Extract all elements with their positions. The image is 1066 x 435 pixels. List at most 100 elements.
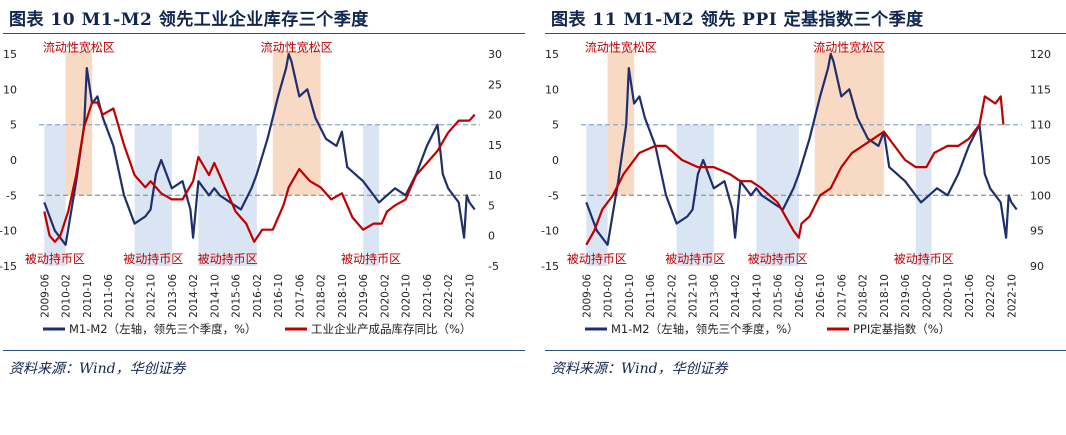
x-tick-label: 2010-02 — [603, 274, 615, 318]
contraction-zone — [44, 124, 66, 267]
x-tick-label: 2012-10 — [146, 274, 158, 318]
x-tick-label: 2011-06 — [103, 274, 115, 318]
y-left-tick-label: 0 — [552, 154, 559, 167]
chart-panel-left: 图表 10 M1-M2 领先工业企业库存三个季度 15 10 5 0 -5 -10 -15 3… — [0, 0, 525, 400]
x-tick-label: 2019-06 — [358, 274, 370, 318]
y-left-tick-label: 10 — [545, 83, 559, 96]
expansion-zone — [814, 50, 884, 196]
x-tick-label: 2020-02 — [921, 274, 933, 318]
zone-label-expansion: 流动性宽松区 — [813, 40, 885, 55]
y-right-tick-label: 110 — [1030, 119, 1051, 132]
y-right-tick-label: 100 — [1030, 189, 1051, 202]
x-tick-label: 2014-02 — [730, 274, 742, 318]
zone-label-contraction: 被动持币区 — [25, 251, 85, 266]
y-right-tick-label: 5 — [488, 199, 495, 212]
chart-panel-right: 图表 11 M1-M2 领先 PPI 定基指数三个季度 15 10 5 0 -5 -10-… — [541, 0, 1066, 400]
x-tick-label: 2013-06 — [167, 274, 179, 318]
x-tick-label: 2014-10 — [209, 274, 221, 318]
zone-label-contraction: 被动持币区 — [567, 251, 627, 266]
bottom-rule — [545, 350, 1066, 351]
x-tick-label: 2018-10 — [879, 274, 891, 318]
y-left-tick-label: 5 — [10, 119, 17, 132]
zone-label-contraction: 被动持币区 — [341, 251, 401, 266]
y-right-tick-label: 0 — [488, 230, 495, 243]
y-right-tick-label: 105 — [1030, 154, 1051, 167]
x-tick-label: 2018-02 — [316, 274, 328, 318]
x-tick-label: 2022-02 — [443, 274, 455, 318]
x-tick-label: 2020-10 — [401, 274, 413, 318]
x-tick-label: 2019-06 — [900, 274, 912, 318]
x-tick-label: 2016-02 — [794, 274, 806, 318]
x-tick-label: 2022-10 — [464, 274, 476, 318]
y-left-tick-label: 10 — [3, 83, 17, 96]
x-tick-label: 2011-06 — [645, 274, 657, 318]
source-note: 资料来源：Wind，华创证券 — [9, 361, 186, 377]
y-right-tick-label: 30 — [488, 48, 502, 61]
x-tick-label: 2017-06 — [294, 274, 306, 318]
x-tick-label: 2012-02 — [666, 274, 678, 318]
x-tick-label: 2022-10 — [1006, 274, 1018, 318]
chart-svg: 15 10 5 0 -5 -10 -15 30 25 20 15 10 5 0 -5 2009-06 2010-… — [0, 40, 502, 336]
zone-label-expansion: 流动性宽松区 — [43, 40, 115, 55]
legend-label-m1m2: M1-M2（左轴，领先三个季度，%） — [611, 322, 799, 336]
series-line-secondary — [585, 95, 1005, 246]
y-right-tick-label: 115 — [1030, 83, 1051, 96]
zone-label-contraction: 被动持币区 — [123, 251, 183, 266]
series-line-m1m2 — [43, 52, 476, 246]
zone-label-expansion: 流动性宽松区 — [585, 40, 657, 55]
y-left-tick-label: 5 — [552, 119, 559, 132]
x-tick-label: 2016-02 — [252, 274, 264, 318]
x-tick-label: 2018-02 — [858, 274, 870, 318]
y-left-tick-label: -15 — [0, 260, 17, 273]
series-line-secondary — [43, 101, 476, 243]
y-left-tick-label: -10 — [0, 225, 17, 238]
chart-title: 图表 11 M1-M2 领先 PPI 定基指数三个季度 — [551, 10, 924, 30]
x-tick-label: 2020-10 — [943, 274, 955, 318]
x-tick-label: 2009-06 — [39, 274, 51, 318]
x-tick-label: 2012-02 — [124, 274, 136, 318]
chart-title: 图表 10 M1-M2 领先工业企业库存三个季度 — [9, 10, 369, 30]
y-right-tick-label: 20 — [488, 109, 502, 122]
x-tick-label: 2010-02 — [61, 274, 73, 318]
zone-label-contraction: 被动持币区 — [198, 251, 258, 266]
title-rule — [3, 33, 525, 34]
chart-svg: 151050-5-10-1512011511010510095902009-06… — [541, 40, 1051, 336]
legend-label-m1m2: M1-M2（左轴，领先三个季度，%） — [69, 322, 257, 336]
x-tick-label: 2010-10 — [82, 274, 94, 318]
x-tick-label: 2010-10 — [624, 274, 636, 318]
x-tick-label: 2017-06 — [836, 274, 848, 318]
y-right-tick-label: 15 — [488, 139, 502, 152]
x-tick-label: 2018-10 — [337, 274, 349, 318]
zone-label-expansion: 流动性宽松区 — [261, 40, 333, 55]
y-left-tick-label: -10 — [541, 225, 559, 238]
y-left-tick-label: 0 — [10, 154, 17, 167]
y-right-tick-label: 95 — [1030, 225, 1044, 238]
x-tick-label: 2014-02 — [188, 274, 200, 318]
x-tick-label: 2016-10 — [815, 274, 827, 318]
y-left-tick-label: -15 — [541, 260, 559, 273]
y-left-tick-label: -5 — [6, 189, 17, 202]
y-right-tick-label: -5 — [488, 260, 499, 273]
y-left-tick-label: -5 — [548, 189, 559, 202]
y-right-tick-label: 25 — [488, 78, 502, 91]
y-left-tick-label: 15 — [545, 48, 559, 61]
y-left-tick-label: 15 — [3, 48, 17, 61]
x-tick-label: 2009-06 — [581, 274, 593, 318]
x-tick-label: 2021-06 — [422, 274, 434, 318]
series-line-m1m2 — [585, 52, 1018, 246]
x-tick-label: 2015-06 — [773, 274, 785, 318]
contraction-zone — [915, 124, 932, 267]
x-tick-label: 2012-10 — [688, 274, 700, 318]
source-note: 资料来源：Wind，华创证券 — [551, 361, 728, 377]
zone-label-contraction: 被动持币区 — [748, 251, 808, 266]
legend-label-secondary: PPI定基指数（%） — [853, 322, 950, 336]
x-tick-label: 2020-02 — [379, 274, 391, 318]
x-tick-label: 2015-06 — [231, 274, 243, 318]
zone-label-contraction: 被动持币区 — [665, 251, 725, 266]
contraction-zone — [586, 124, 608, 267]
y-right-tick-label: 10 — [488, 169, 502, 182]
x-tick-label: 2016-10 — [273, 274, 285, 318]
x-tick-label: 2022-02 — [985, 274, 997, 318]
legend-label-secondary: 工业企业产成品库存同比（%） — [311, 322, 471, 336]
zone-label-contraction: 被动持币区 — [894, 251, 954, 266]
